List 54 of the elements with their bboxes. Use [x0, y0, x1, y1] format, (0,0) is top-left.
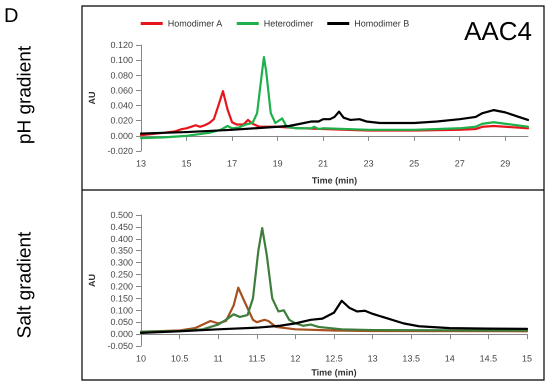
- y-tick-label: 0.020: [110, 116, 133, 126]
- x-tick-label: 29: [500, 158, 510, 168]
- x-tick-label: 19: [272, 158, 283, 168]
- x-tick-label: 11.5: [248, 354, 266, 364]
- y-tick-label: 0.040: [110, 100, 133, 111]
- y-tick-label: 0.060: [110, 85, 133, 96]
- y-tick-label: 0.120: [110, 40, 133, 50]
- y-tick-label: 0.050: [110, 317, 133, 328]
- annotation: AAC4: [464, 16, 532, 46]
- x-tick-label: 12.5: [325, 354, 343, 364]
- x-tick-label: 12: [290, 354, 300, 364]
- y-tick-label: 0.200: [110, 281, 133, 292]
- legend-label: Homodimer A: [168, 18, 222, 28]
- y-axis-title: AU: [87, 274, 98, 287]
- y-tick-label: 0.300: [110, 258, 133, 268]
- x-tick-label: 15: [182, 158, 192, 168]
- y-tick-label: 0.000: [110, 329, 133, 340]
- x-tick-label: 23: [364, 158, 374, 168]
- line-series: [140, 90, 530, 136]
- legend-label: Homodimer B: [354, 18, 410, 28]
- y-tick-label: 0.450: [110, 222, 133, 232]
- text: D: [4, 5, 18, 27]
- y-axis-title: AU: [87, 92, 98, 104]
- x-tick-label: 10: [136, 354, 146, 364]
- y-tick-label: 0.350: [110, 246, 133, 256]
- y-tick-label: 0.400: [110, 234, 133, 244]
- x-tick-label: 25: [409, 158, 420, 168]
- y-tick-label: 0.100: [110, 305, 133, 316]
- y-tick-label: 0.000: [110, 130, 133, 141]
- x-tick-label: 14: [444, 354, 455, 364]
- x-tick-label: 11: [214, 354, 223, 364]
- x-axis-title: Time (min): [311, 367, 357, 378]
- y-tick-label: 0.100: [110, 55, 133, 66]
- x-tick-label: 13: [368, 354, 378, 364]
- x-tick-label: 17: [227, 158, 238, 168]
- y-tick-label: -0.050: [107, 341, 133, 351]
- y-tick-label: 0.500: [110, 210, 133, 220]
- x-tick-label: 13.5: [402, 354, 420, 364]
- x-tick-label: 13: [136, 158, 146, 168]
- legend-label: Heterodimer: [264, 18, 314, 28]
- x-tick-label: 21: [318, 158, 328, 168]
- y-tick-label: -0.020: [107, 146, 133, 156]
- y-tick-label: 0.080: [110, 70, 133, 80]
- y-tick-label: 0.250: [110, 270, 133, 280]
- x-tick-label: 15: [522, 354, 532, 364]
- text: Salt gradient: [14, 230, 36, 338]
- x-tick-label: 14.5: [480, 354, 498, 364]
- line-series: [140, 56, 530, 140]
- x-tick-label: 10.5: [170, 354, 188, 364]
- x-tick-label: 27: [454, 158, 465, 168]
- line-series: [140, 109, 530, 135]
- text: pH gradient: [14, 45, 36, 144]
- y-tick-label: 0.150: [110, 293, 133, 304]
- x-axis-title: Time (min): [312, 176, 358, 186]
